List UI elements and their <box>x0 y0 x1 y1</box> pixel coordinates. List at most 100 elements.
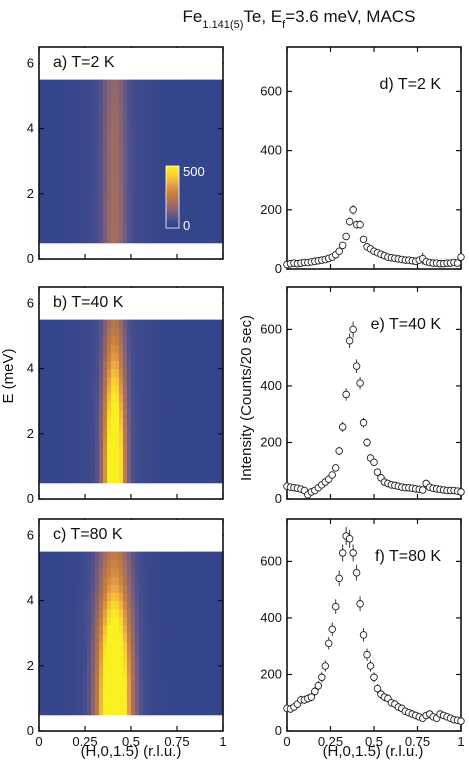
heatmap-cell <box>159 193 164 203</box>
heatmap-cell <box>207 441 212 451</box>
heatmap-cell <box>163 417 168 427</box>
heatmap-cell <box>159 319 164 329</box>
heatmap-cell <box>63 425 68 435</box>
heatmap-cell <box>191 368 196 378</box>
heatmap-cell <box>47 567 52 577</box>
heatmap-cell <box>43 79 48 89</box>
heatmap-cell <box>95 234 100 244</box>
heatmap-cell <box>183 567 188 577</box>
heatmap-cell <box>175 144 180 154</box>
heatmap-cell <box>75 319 80 329</box>
heatmap-cell <box>91 616 96 626</box>
data-point <box>314 680 323 691</box>
heatmap-cell <box>91 352 96 361</box>
heatmap-cell <box>139 433 144 443</box>
heatmap-cell <box>199 376 204 386</box>
heatmap-cell <box>39 335 44 345</box>
heatmap-cell <box>103 193 108 203</box>
heatmap-cell <box>111 649 116 659</box>
data-points <box>283 321 465 499</box>
heatmap-cell <box>47 95 52 105</box>
heatmap-cell <box>71 352 76 361</box>
heatmap-cell <box>123 409 128 419</box>
heatmap-cell <box>219 193 224 203</box>
heatmap-cell <box>55 450 60 459</box>
heatmap-cell <box>47 657 52 667</box>
heatmap-cell <box>75 384 80 394</box>
heatmap-cell <box>135 144 140 154</box>
heatmap-cell <box>203 458 208 467</box>
heatmap-cell <box>171 706 176 716</box>
marker <box>338 549 347 557</box>
y-tick-label: 200 <box>260 666 282 681</box>
heatmap-cell <box>183 706 188 716</box>
heatmap-cell <box>59 185 64 195</box>
heatmap-cell <box>91 576 96 585</box>
heatmap-cell <box>215 409 220 419</box>
heatmap-cell <box>135 458 140 467</box>
data-point <box>338 241 347 250</box>
colorbar-segment <box>166 186 179 189</box>
heatmap-cell <box>79 360 84 370</box>
heatmap-cell <box>135 352 140 361</box>
heatmap-cell <box>131 393 136 402</box>
heatmap-cell <box>207 218 212 227</box>
heatmap-cell <box>95 161 100 170</box>
heatmap-cell <box>119 104 124 113</box>
heatmap-cell <box>207 608 212 618</box>
heatmap-cell <box>171 327 176 337</box>
heatmap-cell <box>211 210 216 219</box>
heatmap-ylabel: E (meV) <box>0 348 17 403</box>
heatmap-cell <box>67 616 72 626</box>
heatmap-cell <box>171 625 176 634</box>
heatmap-cell <box>191 112 196 121</box>
heatmap-cell <box>163 79 168 89</box>
heatmap-cell <box>131 368 136 378</box>
heatmap-cell <box>163 450 168 459</box>
heatmap-cell <box>51 177 56 187</box>
heatmap-cell <box>39 218 44 227</box>
heatmap-cell <box>51 433 56 443</box>
heatmap-cell <box>163 425 168 435</box>
heatmap-cell <box>163 169 168 179</box>
marker <box>373 684 382 693</box>
heatmap-cell <box>167 136 172 146</box>
heatmap-cell <box>83 169 88 179</box>
marker <box>345 336 354 345</box>
heatmap-cell <box>63 417 68 427</box>
heatmap-cell <box>135 649 140 659</box>
heatmap-cell <box>207 450 212 459</box>
heatmap-cell <box>151 335 156 345</box>
heatmap-cell <box>99 87 104 97</box>
heatmap-cell <box>187 226 192 236</box>
heatmap-cell <box>47 368 52 378</box>
heatmap-cell <box>187 698 192 708</box>
heatmap-cell <box>115 433 120 443</box>
heatmap-cell <box>87 169 92 179</box>
heatmap-cell <box>203 327 208 337</box>
heatmap-cell <box>119 87 124 97</box>
heatmap-cell <box>71 466 76 476</box>
heatmap-cell <box>215 584 220 593</box>
heatmap-cell <box>203 136 208 146</box>
heatmap-cell <box>203 592 208 602</box>
heatmap-cell <box>175 79 180 89</box>
heatmap-cell <box>179 79 184 89</box>
heatmap-cell <box>151 376 156 386</box>
heatmap-cell <box>67 384 72 394</box>
heatmap-cell <box>203 576 208 585</box>
heatmap-cell <box>119 433 124 443</box>
heatmap-cell <box>179 327 184 337</box>
heatmap-cell <box>99 474 104 484</box>
heatmap-cell <box>167 352 172 361</box>
heatmap-cell <box>103 177 108 187</box>
heatmap-cell <box>207 79 212 89</box>
heatmap-cell <box>187 616 192 626</box>
heatmap-cell <box>115 319 120 329</box>
heatmap-cell <box>87 641 92 651</box>
data-point <box>457 488 465 496</box>
heatmap-cell <box>143 234 148 244</box>
heatmap-cell <box>191 625 196 634</box>
heatmap-cell <box>75 401 80 410</box>
heatmap-cell <box>195 169 200 179</box>
